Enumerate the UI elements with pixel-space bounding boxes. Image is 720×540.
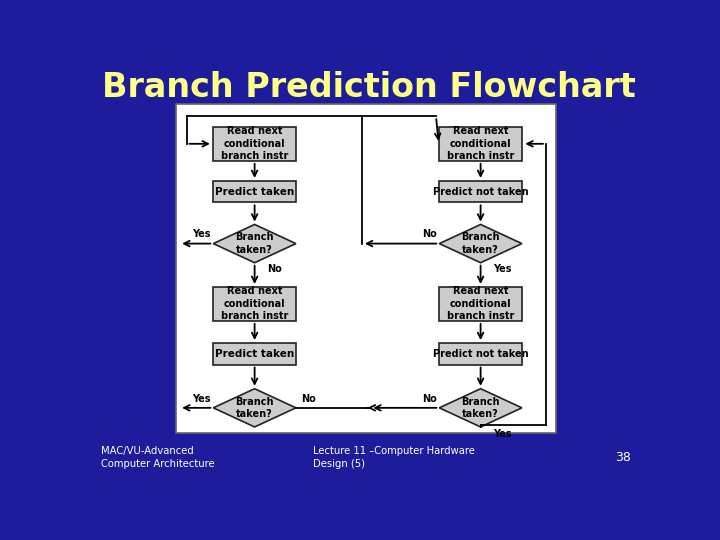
Text: Yes: Yes: [493, 429, 511, 438]
Text: No: No: [422, 394, 436, 404]
Text: Read next
conditional
branch instr: Read next conditional branch instr: [221, 287, 288, 321]
FancyBboxPatch shape: [438, 127, 523, 161]
Text: No: No: [422, 230, 436, 239]
Text: Predict taken: Predict taken: [215, 187, 294, 197]
Text: Predict not taken: Predict not taken: [433, 349, 528, 359]
Polygon shape: [439, 389, 522, 427]
Text: Predict taken: Predict taken: [215, 349, 294, 359]
FancyBboxPatch shape: [213, 343, 297, 364]
Text: Read next
conditional
branch instr: Read next conditional branch instr: [221, 126, 288, 161]
Text: Branch
taken?: Branch taken?: [462, 232, 500, 255]
Text: Lecture 11 –Computer Hardware
Design (5): Lecture 11 –Computer Hardware Design (5): [313, 446, 475, 469]
Text: Branch
taken?: Branch taken?: [235, 397, 274, 419]
FancyBboxPatch shape: [438, 343, 523, 364]
FancyBboxPatch shape: [438, 287, 523, 321]
Polygon shape: [213, 389, 296, 427]
Polygon shape: [213, 225, 296, 263]
FancyBboxPatch shape: [176, 104, 556, 433]
FancyBboxPatch shape: [213, 181, 297, 202]
FancyBboxPatch shape: [438, 181, 523, 202]
Text: No: No: [267, 265, 282, 274]
Text: Yes: Yes: [493, 265, 511, 274]
Text: Branch Prediction Flowchart: Branch Prediction Flowchart: [102, 71, 636, 104]
FancyBboxPatch shape: [213, 287, 297, 321]
Text: Predict not taken: Predict not taken: [433, 187, 528, 197]
Text: Branch
taken?: Branch taken?: [462, 397, 500, 419]
Text: Branch
taken?: Branch taken?: [235, 232, 274, 255]
Text: MAC/VU-Advanced
Computer Architecture: MAC/VU-Advanced Computer Architecture: [101, 446, 215, 469]
Text: Read next
conditional
branch instr: Read next conditional branch instr: [447, 287, 514, 321]
Text: 38: 38: [616, 451, 631, 464]
FancyBboxPatch shape: [213, 127, 297, 161]
Polygon shape: [439, 225, 522, 263]
Text: Yes: Yes: [192, 230, 210, 239]
Text: Yes: Yes: [192, 394, 210, 404]
Text: Read next
conditional
branch instr: Read next conditional branch instr: [447, 126, 514, 161]
Text: No: No: [302, 394, 316, 404]
